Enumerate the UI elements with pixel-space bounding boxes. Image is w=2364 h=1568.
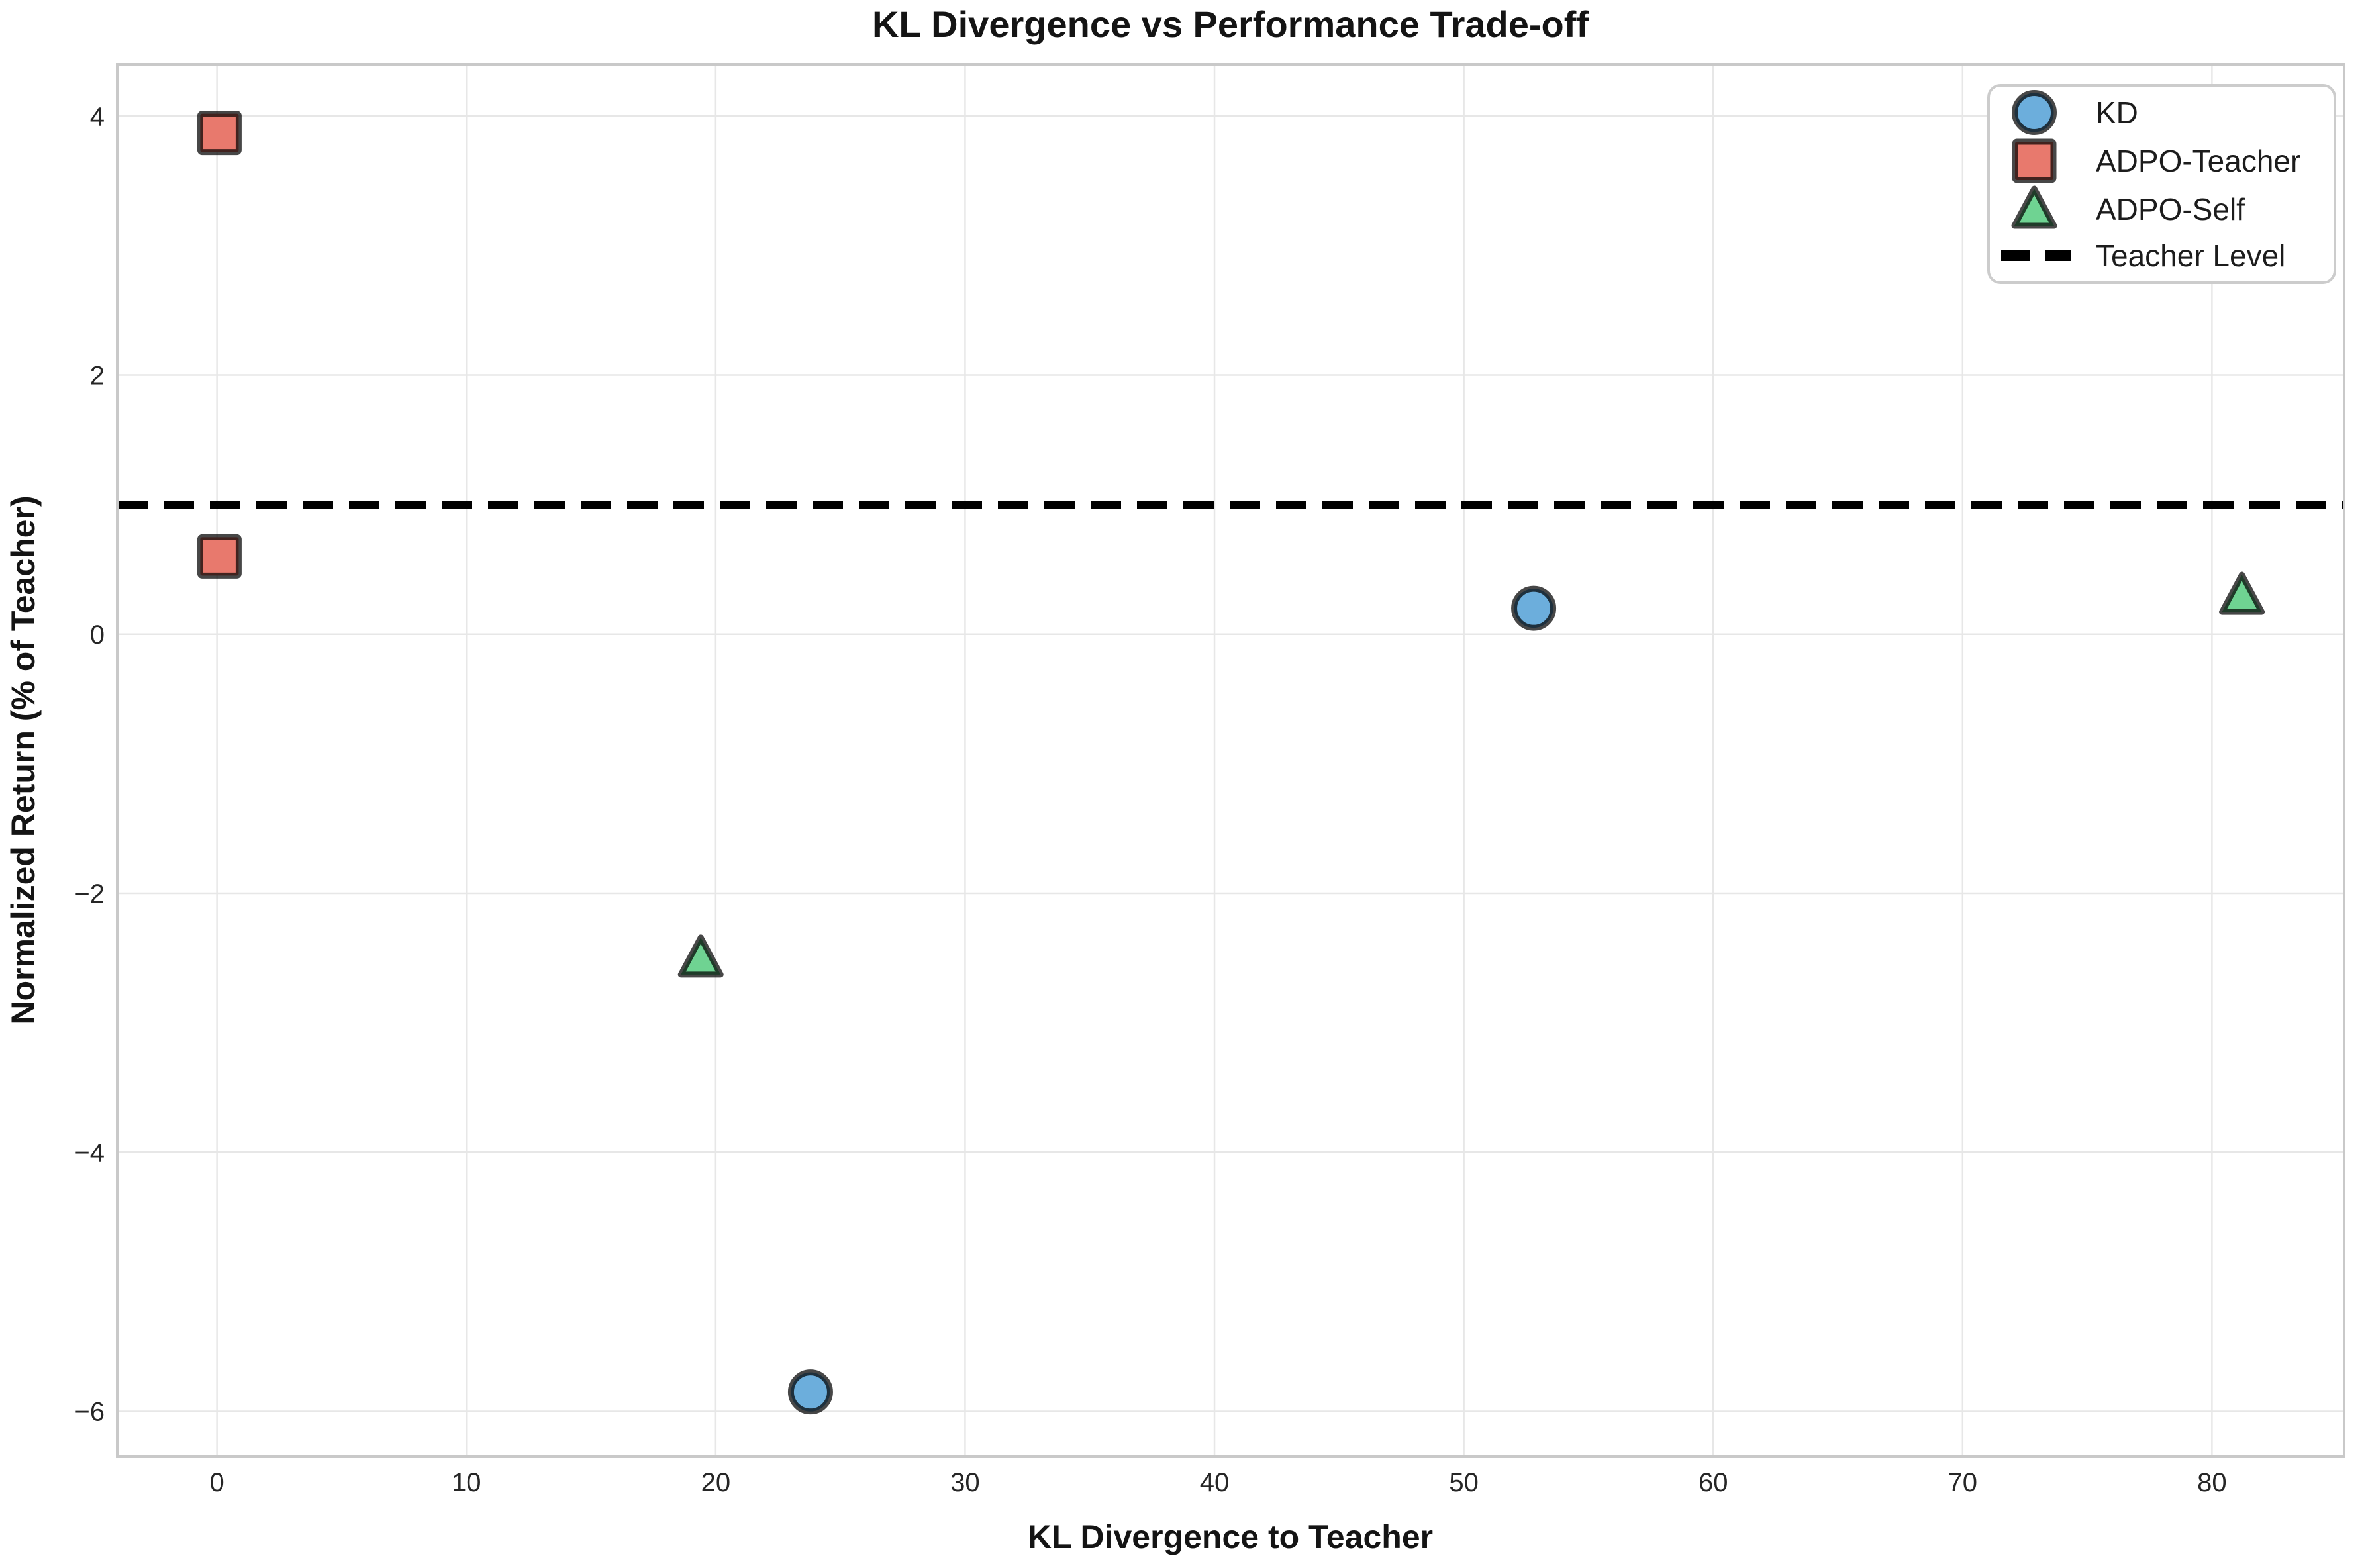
y-tick-label: −4: [74, 1138, 105, 1167]
plot-area: [117, 64, 2344, 1457]
x-tick-label: 60: [1699, 1468, 1728, 1497]
y-tick-label: −2: [74, 879, 105, 908]
point-ADPO-Teacher: [197, 111, 242, 156]
y-tick-labels: 4 2 0 −2 −4 −6: [74, 102, 105, 1426]
legend-marker-square: [2012, 138, 2057, 183]
legend-box: [1987, 84, 2336, 284]
legend-items: KD ADPO-Teacher ADPO-Self Teacher Level: [2001, 90, 2300, 273]
x-tick-label: 30: [950, 1468, 980, 1497]
y-tick-label: 2: [90, 362, 105, 391]
x-tick-label: 70: [1948, 1468, 1978, 1497]
x-tick-label: 40: [1200, 1468, 1230, 1497]
x-tick-label: 0: [210, 1468, 224, 1497]
plot-border: [116, 63, 2345, 1458]
legend-label: ADPO-Self: [2096, 192, 2245, 226]
legend-label: ADPO-Teacher: [2096, 144, 2300, 178]
y-tick-label: 0: [90, 620, 105, 650]
point-ADPO-Self: [2219, 571, 2265, 615]
legend-label: KD: [2096, 95, 2138, 130]
x-tick-label: 10: [452, 1468, 481, 1497]
point-ADPO-Self: [677, 934, 724, 978]
gridlines: [117, 64, 2344, 1457]
x-tick-label: 80: [2197, 1468, 2227, 1497]
point-ADPO-Teacher: [197, 534, 242, 579]
legend-marker-circle: [2012, 90, 2057, 135]
x-tick-labels: 0 10 20 30 40 50 60 70 80: [210, 1468, 2227, 1497]
x-axis-label: KL Divergence to Teacher: [1028, 1518, 1433, 1555]
x-tick-label: 20: [701, 1468, 731, 1497]
y-tick-label: −6: [74, 1398, 105, 1427]
point-KD: [787, 1369, 833, 1415]
legend-marker-triangle: [2011, 185, 2057, 229]
y-axis-label: Normalized Return (% of Teacher): [5, 495, 42, 1024]
legend-label: Teacher Level: [2096, 238, 2285, 273]
scatter-points: [197, 111, 2265, 1415]
chart-title: KL Divergence vs Performance Trade-off: [872, 3, 1589, 45]
point-KD: [1511, 585, 1557, 631]
y-tick-label: 4: [90, 102, 105, 131]
legend: KD ADPO-Teacher ADPO-Self Teacher Level: [1987, 84, 2336, 284]
x-tick-label: 50: [1449, 1468, 1479, 1497]
